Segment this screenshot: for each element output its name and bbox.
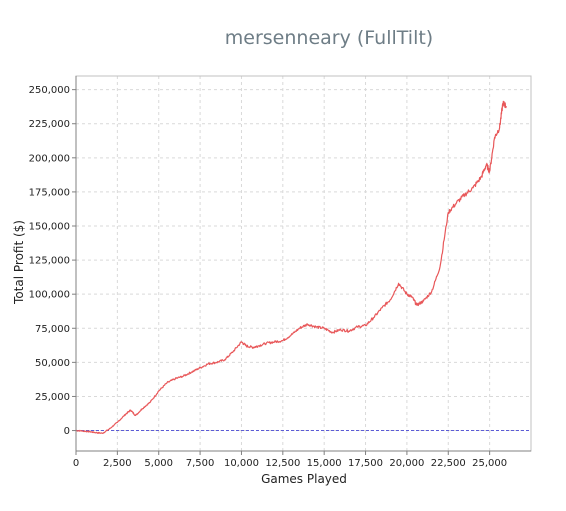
x-tick-label: 12,500	[265, 458, 300, 469]
y-tick-label: 175,000	[29, 187, 70, 198]
x-tick-label: 7,500	[186, 458, 215, 469]
x-tick-label: 20,000	[389, 458, 424, 469]
plot-area-frame	[75, 75, 532, 452]
y-tick-label: 0	[64, 426, 70, 437]
x-tick-label: 25,000	[472, 458, 507, 469]
y-tick-label: 100,000	[29, 290, 70, 301]
grid	[75, 76, 531, 451]
x-tick-label: 10,000	[224, 458, 259, 469]
x-tick-label: 0	[73, 458, 79, 469]
x-tick-label: 2,500	[103, 458, 132, 469]
y-tick-label: 50,000	[35, 358, 70, 369]
y-axis-title: Total Profit ($)	[12, 220, 26, 305]
y-tick-label: 225,000	[29, 119, 70, 130]
y-tick-label: 75,000	[35, 324, 70, 335]
y-tick-label: 150,000	[29, 222, 70, 233]
y-tick-label: 25,000	[35, 392, 70, 403]
x-axis-title: Games Played	[261, 472, 347, 486]
chart-title: mersenneary (FullTilt)	[225, 27, 433, 49]
x-tick-label: 22,500	[431, 458, 466, 469]
x-tick-label: 17,500	[348, 458, 383, 469]
y-axis: 0 25,000 50,000 75,000 100,000 125,000 150,000…	[29, 76, 77, 451]
profit-series-line	[75, 100, 507, 434]
y-tick-label: 125,000	[29, 256, 70, 267]
x-tick-label: 15,000	[307, 458, 342, 469]
x-tick-label: 5,000	[144, 458, 173, 469]
y-tick-label: 200,000	[29, 153, 70, 164]
x-axis: 0 2,500 5,000 7,500 10,000 12,500 15,000 17,500…	[73, 450, 531, 469]
y-tick-label: 250,000	[29, 85, 70, 96]
